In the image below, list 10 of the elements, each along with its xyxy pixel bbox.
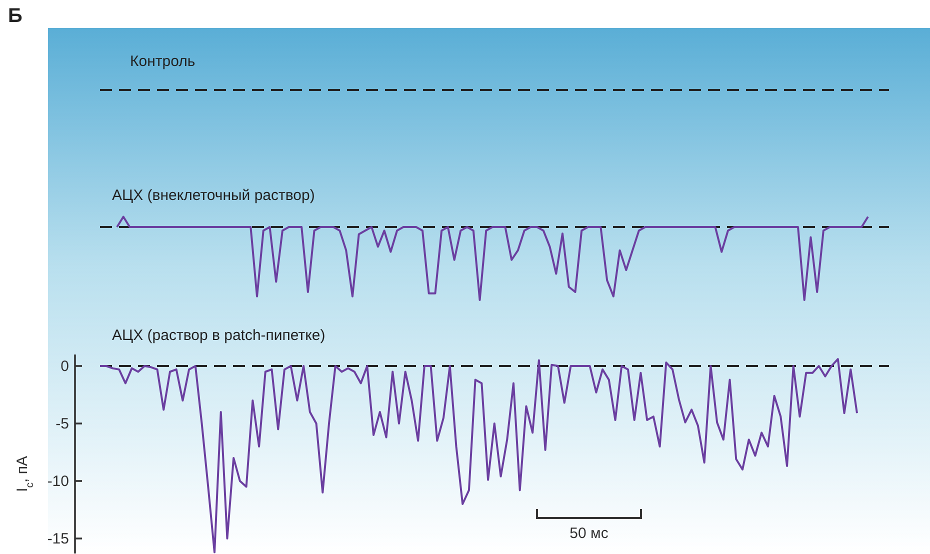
chart-title: АЦХ (раствор в patch-пипетке) <box>112 327 326 344</box>
y-tick-label: -15 <box>47 530 69 548</box>
y-tick-label: -10 <box>47 472 69 490</box>
line-series <box>99 358 858 554</box>
text: Б <box>8 5 22 27</box>
annotation: 50 мс <box>570 525 609 542</box>
y-tick-label: -5 <box>56 415 69 432</box>
text: Контроль <box>130 53 196 70</box>
y-tick-label: 0 <box>60 358 69 375</box>
chart-title: АЦХ (внеклеточный раствор) <box>112 187 315 204</box>
